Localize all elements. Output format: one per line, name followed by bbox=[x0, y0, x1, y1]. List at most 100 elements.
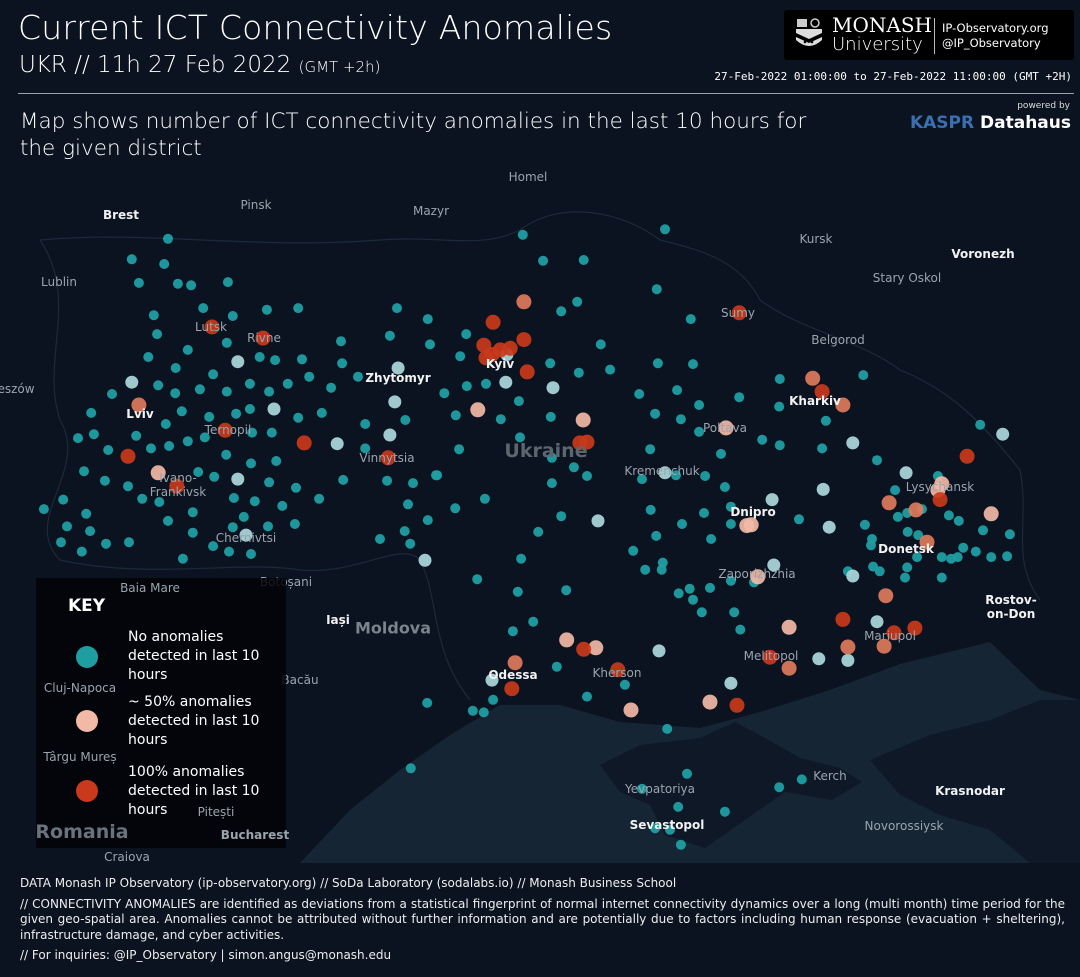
district-anomaly-marker bbox=[217, 422, 233, 438]
district-marker bbox=[900, 572, 910, 583]
district-marker bbox=[578, 255, 589, 265]
district-anomaly-marker bbox=[623, 702, 639, 718]
map-label: Kherson bbox=[592, 666, 642, 680]
district-anomaly-marker bbox=[919, 534, 935, 550]
district-marker bbox=[515, 432, 525, 443]
district-marker bbox=[650, 823, 661, 834]
district-marker bbox=[228, 493, 239, 503]
map-label: Sevastopol bbox=[629, 818, 705, 832]
district-marker bbox=[316, 407, 327, 418]
district-marker bbox=[38, 504, 49, 515]
district-anomaly-marker bbox=[519, 364, 535, 380]
district-marker bbox=[729, 607, 740, 618]
district-anomaly-marker bbox=[765, 493, 779, 507]
district-marker bbox=[573, 367, 584, 378]
district-marker bbox=[353, 371, 363, 382]
page-subtitle: UKR // 11h 27 Feb 2022 (GMT +2h) bbox=[19, 52, 380, 78]
district-anomaly-marker bbox=[579, 434, 595, 450]
district-marker bbox=[337, 358, 348, 369]
district-marker bbox=[314, 493, 325, 504]
district-anomaly-marker bbox=[418, 553, 432, 567]
district-marker bbox=[872, 455, 882, 466]
district-marker bbox=[291, 482, 301, 493]
district-marker bbox=[978, 525, 988, 536]
map-label: Baia Mare bbox=[120, 581, 180, 595]
district-marker bbox=[450, 410, 461, 421]
district-marker bbox=[545, 411, 556, 422]
district-marker bbox=[79, 466, 89, 477]
district-anomaly-marker bbox=[878, 588, 894, 604]
map-label: Ternopil bbox=[204, 423, 252, 437]
district-marker bbox=[545, 358, 556, 369]
map-label: Poltava bbox=[703, 421, 747, 435]
district-marker bbox=[99, 475, 110, 486]
key-label: ~ 50% anomalies detected in last 10 hour… bbox=[128, 694, 260, 748]
district-marker bbox=[408, 478, 418, 489]
district-anomaly-marker bbox=[478, 350, 494, 366]
district-marker bbox=[699, 508, 709, 518]
district-marker bbox=[126, 254, 137, 265]
district-marker bbox=[107, 389, 117, 399]
map-label-line: Frankivsk bbox=[149, 485, 207, 499]
district-marker bbox=[651, 530, 662, 541]
district-marker bbox=[289, 519, 300, 529]
district-marker bbox=[700, 471, 711, 481]
map-label: Lutsk bbox=[195, 320, 227, 334]
logo-university: University bbox=[832, 34, 923, 55]
district-marker bbox=[628, 545, 639, 556]
district-marker bbox=[246, 549, 256, 559]
district-marker bbox=[556, 511, 567, 522]
observatory-site: IP-Observatory.org bbox=[942, 21, 1049, 35]
district-marker bbox=[1004, 529, 1015, 540]
map-label: Craiova bbox=[104, 850, 150, 864]
district-anomaly-marker bbox=[485, 314, 501, 330]
map-label: Mariupol bbox=[864, 629, 916, 643]
district-marker bbox=[254, 352, 265, 362]
map-label: Iași bbox=[326, 613, 350, 627]
half-anomaly-swatch bbox=[76, 710, 98, 732]
map-label: Kremenchuk bbox=[624, 464, 700, 478]
district-marker bbox=[546, 478, 557, 489]
district-marker bbox=[153, 380, 164, 391]
district-marker bbox=[902, 526, 913, 537]
district-anomaly-marker bbox=[814, 384, 830, 400]
district-anomaly-marker bbox=[652, 644, 666, 658]
district-marker bbox=[507, 626, 518, 637]
district-marker bbox=[422, 697, 433, 708]
district-anomaly-marker bbox=[835, 397, 851, 413]
district-marker bbox=[461, 381, 472, 392]
district-marker bbox=[528, 616, 539, 627]
district-marker bbox=[706, 534, 717, 544]
district-marker bbox=[1002, 551, 1013, 562]
map-label: Novorossiysk bbox=[864, 819, 944, 833]
district-marker bbox=[735, 624, 746, 635]
map-label-line: on-Don bbox=[986, 607, 1036, 621]
district-marker bbox=[244, 378, 255, 389]
district-marker bbox=[261, 304, 272, 315]
monash-logo: MONASH University IP-Observatory.org @IP… bbox=[784, 10, 1074, 60]
district-marker bbox=[716, 448, 726, 459]
district-marker bbox=[684, 583, 695, 594]
district-marker bbox=[757, 434, 768, 445]
map-label-line: Rostov- bbox=[985, 593, 1037, 607]
district-marker bbox=[187, 527, 198, 538]
district-marker bbox=[186, 280, 197, 291]
district-marker bbox=[719, 806, 730, 817]
district-marker bbox=[561, 585, 572, 596]
district-marker bbox=[472, 574, 483, 585]
map-label: Sumy bbox=[720, 306, 756, 320]
district-marker bbox=[556, 306, 567, 317]
district-anomaly-marker bbox=[255, 330, 271, 346]
district-anomaly-marker bbox=[575, 412, 591, 428]
district-marker bbox=[194, 384, 205, 395]
district-anomaly-marker bbox=[876, 638, 892, 654]
map-label: Vinnytsia bbox=[359, 451, 415, 465]
district-marker bbox=[143, 352, 154, 362]
district-marker bbox=[650, 408, 661, 419]
district-marker bbox=[673, 588, 684, 599]
district-marker bbox=[170, 388, 181, 399]
district-marker bbox=[637, 783, 647, 794]
district-marker bbox=[866, 540, 876, 551]
district-anomaly-marker bbox=[886, 625, 902, 641]
district-anomaly-marker bbox=[507, 655, 523, 671]
